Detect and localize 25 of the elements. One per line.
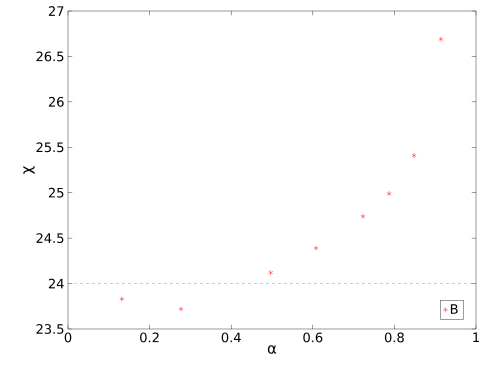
y-tick-label: 24	[48, 278, 64, 288]
point	[386, 190, 392, 196]
x-tick-label: 0.6	[303, 332, 322, 342]
x-tick-label: 0.2	[140, 332, 159, 342]
x-tick-label: 1	[473, 332, 479, 342]
point	[438, 36, 444, 42]
y-tick-label: 25	[48, 188, 64, 198]
x-axis-title: α	[268, 345, 276, 354]
point	[412, 152, 416, 158]
y-tick-label: 26.5	[36, 52, 64, 62]
y-tick-label: 25.5	[36, 142, 64, 152]
y-tick-label: 27	[48, 6, 64, 16]
point	[119, 296, 124, 302]
point	[178, 306, 184, 312]
x-tick-label: 0.4	[222, 332, 241, 342]
x-tick-label: 0	[64, 332, 72, 342]
point	[268, 270, 274, 276]
y-tick-label: 26	[48, 96, 64, 107]
point	[314, 245, 318, 251]
y-axis-title: χ	[23, 166, 35, 174]
point	[360, 214, 366, 220]
y-tick-label: 23.5	[36, 324, 64, 334]
x-tick-label: 0.8	[384, 332, 404, 342]
legend-label: B	[450, 304, 458, 314]
y-tick-label: 24.5	[36, 233, 64, 244]
